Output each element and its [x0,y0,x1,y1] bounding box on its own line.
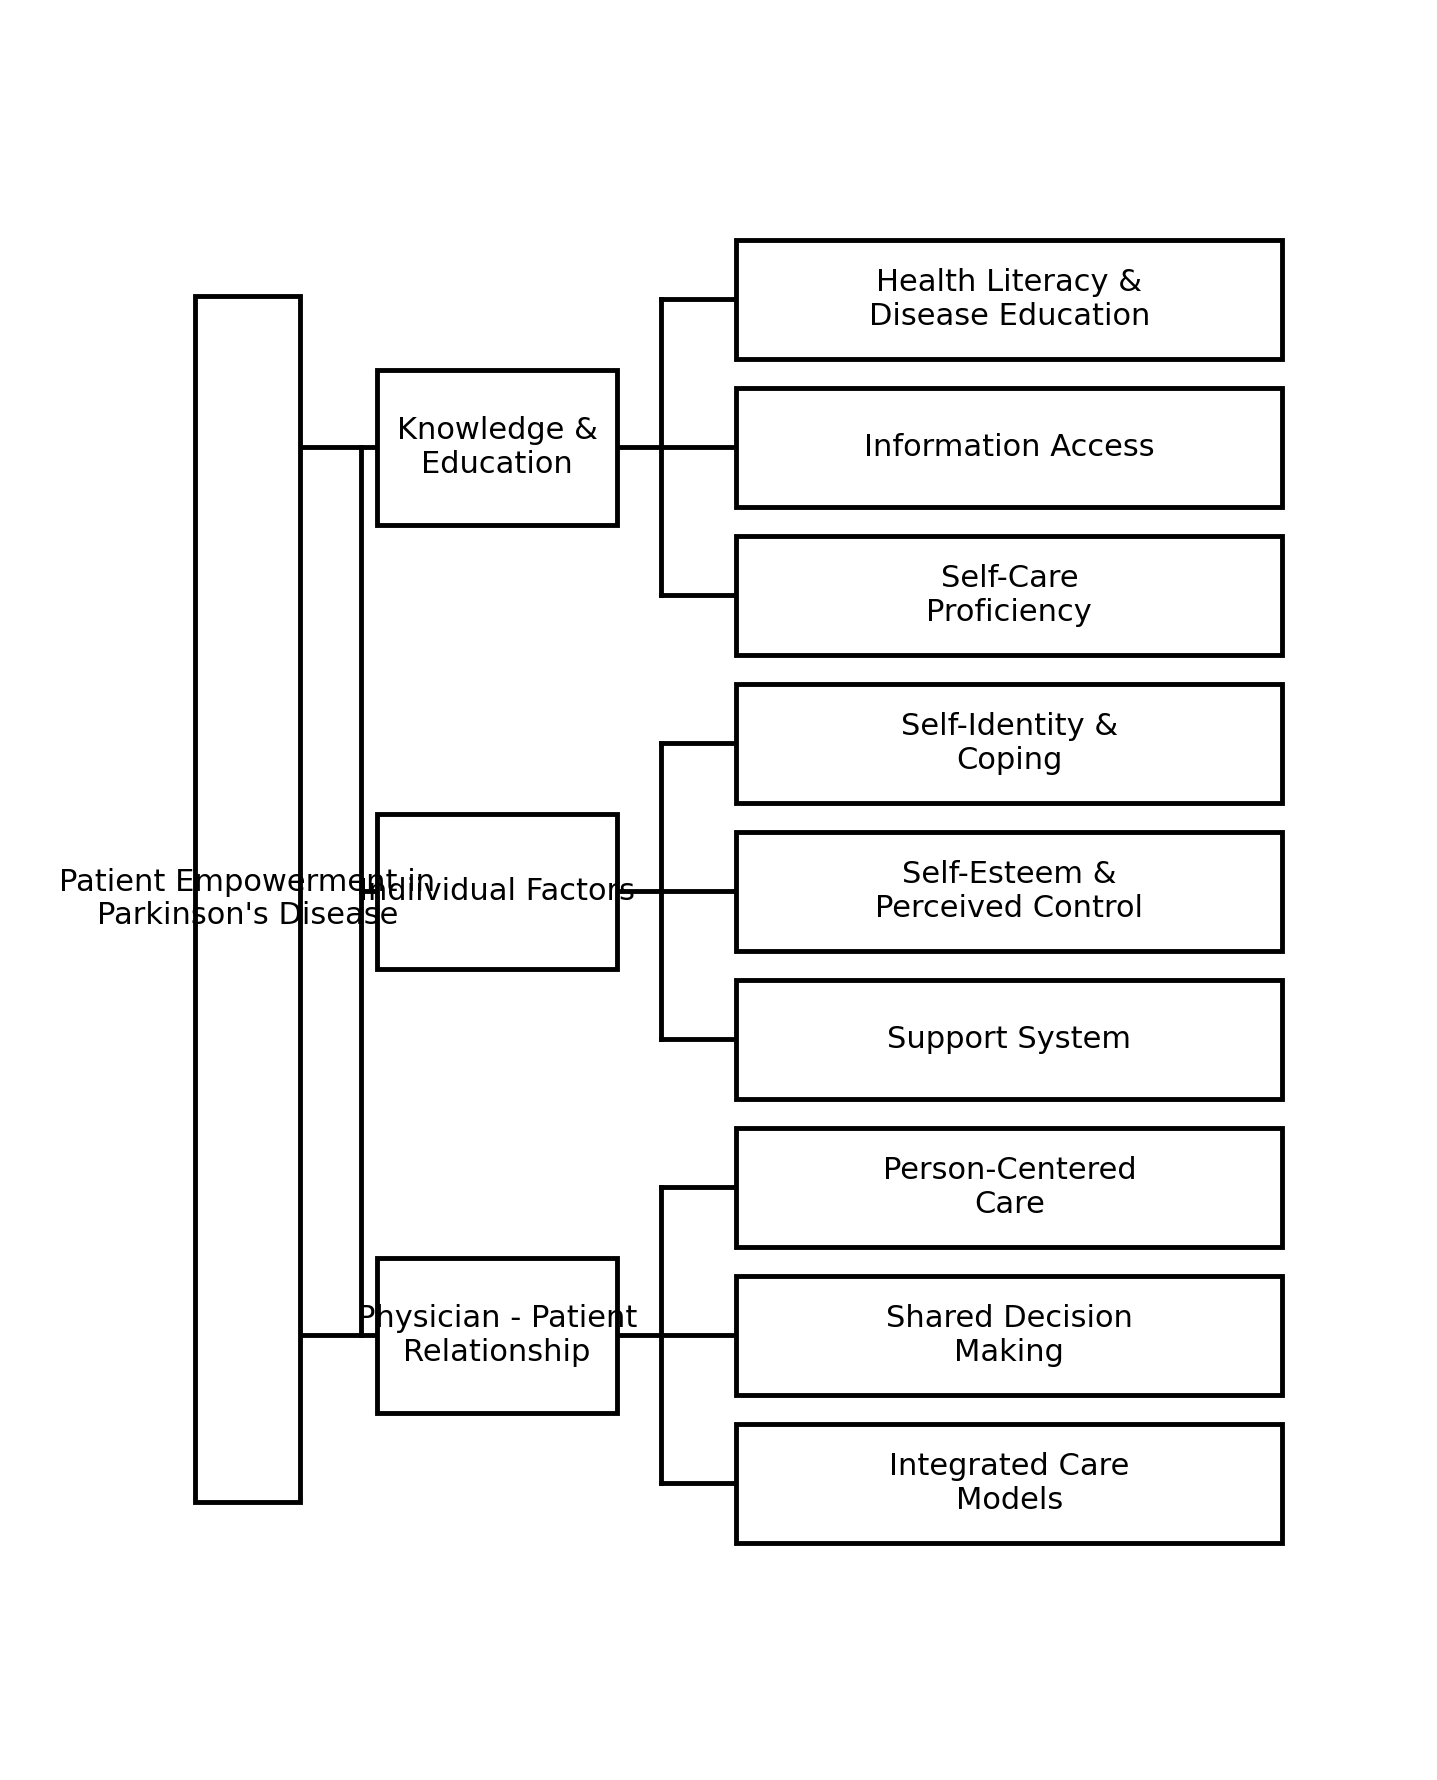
Text: Person-Centered
Care: Person-Centered Care [882,1157,1137,1219]
Text: Support System: Support System [887,1025,1131,1054]
FancyBboxPatch shape [737,831,1282,951]
FancyBboxPatch shape [195,295,300,1502]
FancyBboxPatch shape [737,388,1282,507]
FancyBboxPatch shape [378,370,616,525]
Text: Shared Decision
Making: Shared Decision Making [885,1305,1132,1367]
Text: Indiividual Factors: Indiividual Factors [359,878,635,906]
FancyBboxPatch shape [378,1258,616,1413]
Text: Integrated Care
Models: Integrated Care Models [890,1452,1129,1515]
FancyBboxPatch shape [737,979,1282,1098]
FancyBboxPatch shape [737,1276,1282,1396]
Text: Information Access: Information Access [864,433,1154,461]
Text: Self-Care
Proficiency: Self-Care Proficiency [927,564,1092,627]
Text: Self-Esteem &
Perceived Control: Self-Esteem & Perceived Control [875,860,1144,922]
Text: Patient Empowerment in
Parkinson's Disease: Patient Empowerment in Parkinson's Disea… [59,867,435,931]
FancyBboxPatch shape [378,813,616,968]
FancyBboxPatch shape [737,240,1282,360]
FancyBboxPatch shape [737,684,1282,803]
Text: Physician - Patient
Relationship: Physician - Patient Relationship [356,1305,637,1367]
FancyBboxPatch shape [737,1424,1282,1543]
FancyBboxPatch shape [737,1129,1282,1248]
Text: Knowledge &
Education: Knowledge & Education [397,417,598,479]
Text: Health Literacy &
Disease Education: Health Literacy & Disease Education [868,269,1150,331]
Text: Self-Identity &
Coping: Self-Identity & Coping [901,712,1118,774]
FancyBboxPatch shape [737,536,1282,655]
